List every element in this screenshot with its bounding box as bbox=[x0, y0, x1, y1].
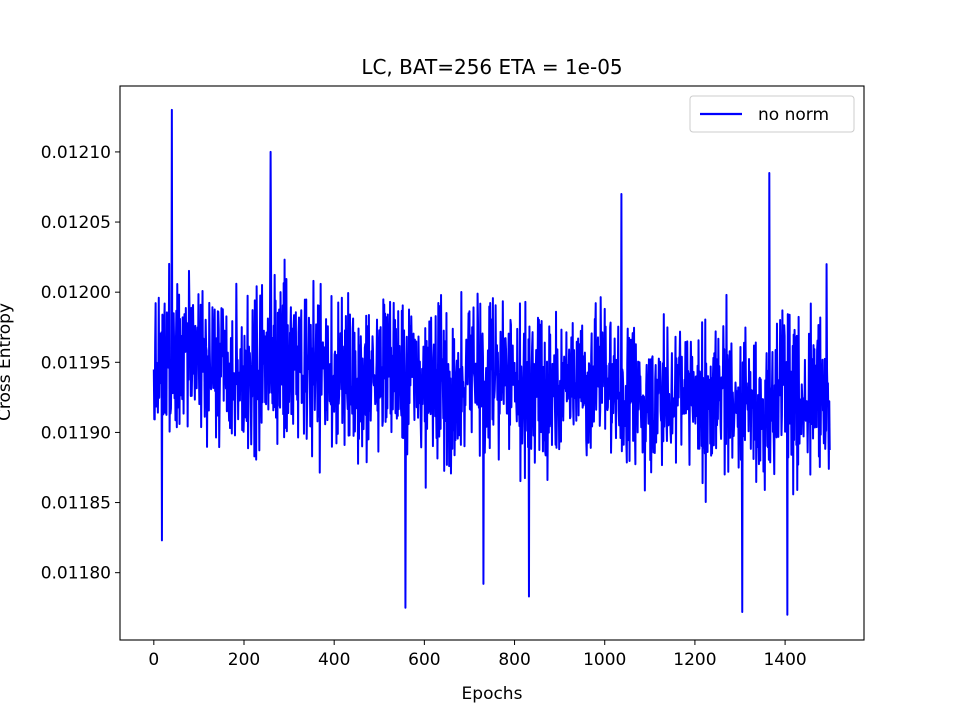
x-ticks: 0 200 400 600 800 1000 1200 1400 bbox=[148, 640, 807, 670]
x-tick-label: 0 bbox=[148, 650, 159, 670]
y-tick-label: 0.01210 bbox=[41, 143, 111, 163]
plot-area-frame bbox=[119, 85, 865, 641]
legend-box bbox=[689, 95, 855, 133]
y-tick-label: 0.01200 bbox=[41, 283, 111, 303]
legend: no norm bbox=[689, 95, 855, 133]
x-tick-label: 600 bbox=[408, 650, 440, 670]
y-axis-label: Cross Entropy bbox=[0, 303, 15, 421]
series-line-no-norm bbox=[152, 108, 831, 616]
x-tick-label: 800 bbox=[498, 650, 530, 670]
x-tick-label: 200 bbox=[228, 650, 260, 670]
x-tick-label: 400 bbox=[318, 650, 350, 670]
y-tick-label: 0.01185 bbox=[41, 494, 111, 514]
y-tick-label: 0.01180 bbox=[41, 564, 111, 584]
x-tick-label: 1200 bbox=[673, 650, 716, 670]
x-tick-label: 1400 bbox=[763, 650, 806, 670]
y-tick-label: 0.01195 bbox=[41, 353, 111, 373]
legend-label-no-norm: no norm bbox=[758, 105, 829, 125]
chart-title: LC, BAT=256 ETA = 1e-05 bbox=[361, 55, 622, 79]
x-axis-label: Epochs bbox=[462, 684, 523, 704]
x-tick-label: 1000 bbox=[583, 650, 626, 670]
y-ticks: 0.01180 0.01185 0.01190 0.01195 0.01200 0.012… bbox=[41, 143, 120, 584]
series-group bbox=[152, 108, 831, 616]
y-tick-label: 0.01190 bbox=[41, 423, 111, 443]
y-tick-label: 0.01205 bbox=[41, 213, 111, 233]
